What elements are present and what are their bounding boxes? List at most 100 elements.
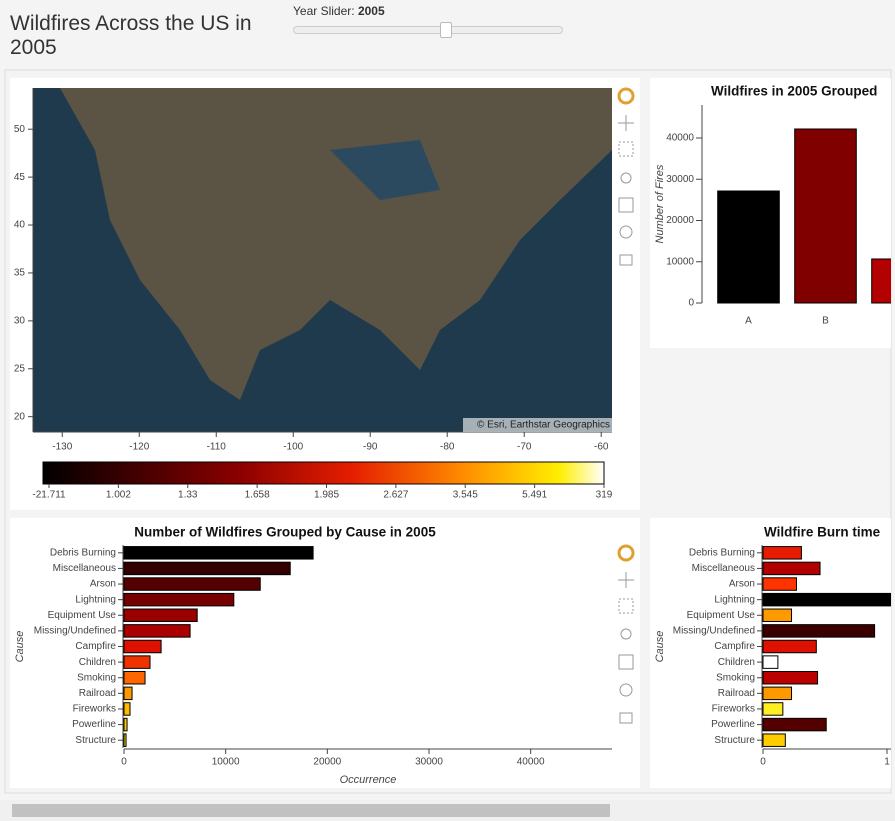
y-tick-label: Missing/Undefined — [34, 626, 116, 637]
x-tick-label: 0 — [760, 757, 766, 768]
x-tick-label: -120 — [129, 442, 149, 453]
toolbar — [617, 87, 635, 724]
reset-tool[interactable] — [619, 225, 633, 239]
x-tick-label: 30000 — [415, 757, 443, 768]
chart: 0 1 Debris Burning Miscellaneous Arson Lightn… — [654, 525, 891, 768]
x-tick-label: 0 — [121, 757, 127, 768]
y-tick-label: Arson — [90, 579, 116, 590]
y-tick-label: 0 — [688, 298, 694, 309]
x-tick-label: -70 — [517, 442, 532, 453]
y-tick-label: Equipment Use — [48, 610, 117, 621]
bar — [871, 258, 891, 304]
y-tick-label: Campfire — [714, 641, 755, 652]
y-tick-label: 45 — [14, 172, 26, 183]
y-tick-label: 30 — [14, 315, 26, 326]
bar — [123, 624, 191, 638]
pan-tool[interactable] — [618, 572, 634, 588]
bokeh-logo[interactable] — [617, 87, 635, 105]
y-tick-label: Miscellaneous — [53, 563, 116, 574]
colorbar-tick-label: 5.491 — [522, 490, 547, 501]
hover-tool[interactable] — [619, 254, 633, 266]
chart: -130 -120 -110 -100 -90 -80 -70 -60 20 25 30 35 40 45… — [14, 88, 613, 501]
slider-value: 2005 — [357, 4, 385, 18]
bar — [762, 546, 802, 560]
bar — [123, 717, 128, 732]
box-zoom-tool[interactable] — [618, 598, 634, 614]
bar — [762, 608, 793, 623]
y-tick-label: Miscellaneous — [692, 563, 755, 574]
y-tick-label: 30000 — [666, 174, 694, 185]
y-tick-label: Equipment Use — [687, 610, 756, 621]
bar — [762, 561, 821, 576]
bar — [123, 733, 127, 747]
wheel-zoom-tool[interactable] — [620, 172, 632, 184]
bar — [762, 655, 779, 669]
box-zoom-tool[interactable] — [618, 141, 634, 157]
bar — [762, 577, 797, 591]
y-tick-label: 10000 — [666, 256, 694, 267]
colorbar-tick-label: 1.33 — [178, 490, 198, 501]
save-tool[interactable] — [618, 197, 634, 213]
bar — [123, 670, 146, 685]
bar — [123, 592, 235, 607]
y-tick-label: Railroad — [718, 688, 755, 699]
x-tick-label: -80 — [440, 442, 455, 453]
y-tick-label: Lightning — [75, 594, 116, 605]
y-tick-label: Structure — [714, 735, 755, 746]
y-tick-label: Children — [718, 657, 755, 668]
y-tick-label: 20 — [14, 411, 26, 422]
slider-track[interactable] — [293, 22, 563, 38]
bar — [794, 128, 857, 304]
panel — [10, 518, 640, 788]
x-tick-label: -110 — [207, 442, 227, 453]
chart: 0 10000 20000 30000 40000 Debris Burning Misce… — [14, 525, 612, 786]
y-tick-label: Campfire — [75, 641, 116, 652]
pan-tool[interactable] — [618, 115, 634, 131]
bar — [717, 190, 780, 304]
y-tick-label: Smoking — [77, 672, 116, 683]
year-slider[interactable]: Year Slider: 2005 — [293, 4, 563, 38]
y-tick-label: Fireworks — [712, 704, 755, 715]
y-tick-label: Railroad — [79, 688, 116, 699]
x-tick-label: 1 — [884, 757, 890, 768]
y-tick-label: Powerline — [72, 719, 116, 730]
y-tick-label: 40 — [14, 220, 26, 231]
y-tick-label: 35 — [14, 268, 26, 279]
bar — [123, 639, 162, 654]
bar — [123, 577, 261, 591]
x-tick-label: 20000 — [313, 757, 341, 768]
save-tool[interactable] — [618, 654, 634, 670]
x-tick-label: -130 — [52, 442, 72, 453]
x-tick-label: 40000 — [517, 757, 545, 768]
wheel-zoom-tool[interactable] — [620, 628, 632, 640]
y-tick-label: 20000 — [666, 215, 694, 226]
bar — [762, 686, 793, 701]
slider-thumb[interactable] — [440, 22, 452, 38]
scroll-thumb[interactable] — [12, 804, 610, 817]
bar — [123, 561, 291, 576]
reset-tool[interactable] — [619, 683, 633, 697]
x-axis-label: Occurrence — [340, 774, 397, 786]
x-tick-label: -60 — [594, 442, 609, 453]
bar — [762, 702, 784, 716]
attribution: © Esri, Earthstar Geographics — [477, 420, 610, 431]
hover-tool[interactable] — [619, 712, 633, 724]
bar — [123, 546, 314, 560]
y-tick-label: 25 — [14, 363, 26, 374]
bokeh-logo[interactable] — [617, 544, 635, 562]
x-tick-label: -90 — [363, 442, 378, 453]
colorbar-tick-label: 1.658 — [245, 490, 270, 501]
chart-title: Wildfire Burn time — [764, 525, 881, 540]
bar — [123, 608, 198, 623]
colorbar-tick-label: -21.711 — [32, 490, 66, 501]
y-tick-label: Debris Burning — [689, 547, 755, 558]
x-tick-label: B — [822, 316, 829, 327]
map-lakes — [330, 140, 440, 200]
y-tick-label: 40000 — [666, 133, 694, 144]
attribution-bg — [463, 418, 612, 432]
y-tick-label: Debris Burning — [50, 547, 116, 558]
chart-title: Wildfires in 2005 Grouped — [711, 84, 877, 99]
bar — [762, 639, 817, 654]
